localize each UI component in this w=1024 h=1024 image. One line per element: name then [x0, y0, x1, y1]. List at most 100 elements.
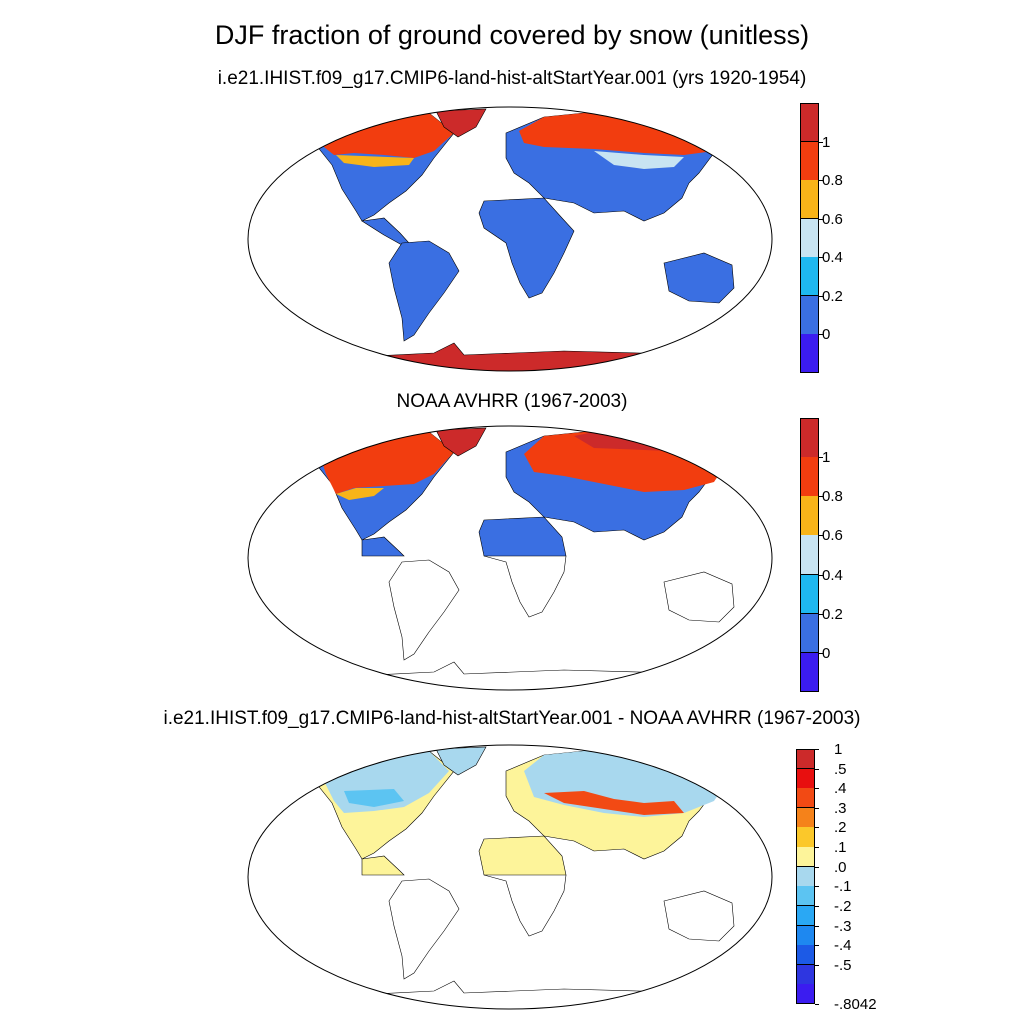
australia-land [663, 252, 735, 304]
colorbar-label: 0 [822, 644, 831, 662]
colorbar-swatch [800, 496, 819, 536]
eurasia-diff-east-positive [714, 761, 732, 791]
colorbar-label: .4 [834, 780, 847, 798]
colorbar-label: .0 [834, 858, 847, 876]
colorbar-label: 0.4 [822, 566, 843, 584]
colorbar-swatch [796, 768, 815, 789]
colorbar-tick [819, 295, 823, 297]
colorbar-swatch [796, 749, 815, 770]
colorbar-label: .2 [834, 819, 847, 837]
colorbar-swatch [796, 905, 815, 927]
colorbar-tick [819, 141, 823, 143]
noaa-snow-fraction-map [247, 425, 773, 691]
colorbar-label: 0.6 [822, 527, 843, 545]
colorbar-swatch [800, 652, 819, 693]
colorbar-tick [815, 788, 819, 790]
africa-land [478, 197, 575, 299]
difference-map [247, 744, 773, 1010]
colorbar-swatch [796, 866, 815, 887]
colorbar-swatch [796, 925, 815, 946]
australia-outline [663, 890, 735, 942]
colorbar-swatch [796, 807, 815, 828]
colorbar-label: 0.8 [822, 488, 843, 506]
colorbar-swatch [796, 788, 815, 809]
colorbar-label: 0.6 [822, 210, 843, 228]
colorbar-label: 0.8 [822, 172, 843, 190]
colorbar-swatch [800, 457, 819, 497]
colorbar-label: -.4 [834, 937, 852, 955]
panel-2-title: NOAA AVHRR (1967-2003) [396, 391, 628, 412]
colorbar-swatch [800, 257, 819, 297]
colorbar-swatch [800, 180, 819, 220]
colorbar-label: 1 [822, 449, 831, 467]
figure-title: DJF fraction of ground covered by snow (… [214, 20, 810, 50]
colorbar-tick [819, 652, 823, 654]
colorbar-swatch [800, 141, 819, 181]
antarctica-land [283, 342, 765, 371]
colorbar-swatch [796, 945, 815, 966]
colorbar-label: -.3 [834, 917, 852, 935]
colorbar-label: 0.2 [822, 287, 843, 305]
central-america-land [361, 855, 405, 876]
colorbar-label: -.8042 [834, 996, 877, 1013]
panel-3-title: i.e21.IHIST.f09_g17.CMIP6-land-hist-altS… [163, 708, 861, 729]
colorbar-tick [815, 886, 819, 888]
eurasia-diff-positive [544, 791, 684, 815]
australia-outline [663, 571, 735, 623]
colorbar-swatch [800, 613, 819, 654]
colorbar-swatch [800, 535, 819, 576]
colorbar-label: -.2 [834, 897, 852, 915]
colorbar-tick [815, 807, 819, 809]
colorbar-swatch [796, 827, 815, 848]
colorbar-tick [819, 334, 823, 336]
colorbar-swatch [800, 218, 819, 258]
greenland-land [435, 746, 487, 776]
colorbar-label: -.5 [834, 956, 852, 974]
colorbar-tick [815, 827, 819, 829]
colorbar-swatch [796, 847, 815, 868]
colorbar-swatch [800, 295, 819, 335]
colorbar-label: 1 [834, 741, 843, 758]
colorbar-tick [815, 768, 819, 770]
colorbar-swatch [800, 574, 819, 615]
south-america-outline [388, 559, 460, 661]
greenland-land [435, 108, 487, 138]
colorbar-label: 1 [822, 133, 831, 151]
colorbar-label: 0.4 [822, 249, 843, 267]
north-america-snow-mid [336, 488, 384, 500]
colorbar-panel-1 [800, 103, 819, 374]
colorbar-tick [815, 905, 819, 907]
africa-outline [483, 874, 567, 937]
colorbar-tick [815, 925, 819, 927]
north-america-snow-high [314, 432, 454, 494]
north-america-snow-mid [336, 155, 414, 167]
colorbar-tick [815, 866, 819, 868]
colorbar-panel-2 [800, 418, 819, 693]
colorbar-tick [819, 613, 823, 615]
panel-1-title: i.e21.IHIST.f09_g17.CMIP6-land-hist-altS… [217, 68, 807, 89]
colorbar-label: 0.2 [822, 605, 843, 623]
colorbar-tick [819, 257, 823, 259]
colorbar-tick [815, 749, 819, 750]
colorbar-swatch [800, 418, 819, 458]
colorbar-tick [819, 535, 823, 537]
colorbar-swatch [800, 103, 819, 143]
colorbar-swatch [796, 984, 815, 1005]
north-america-diff-strong [344, 789, 404, 807]
colorbar-tick [819, 496, 823, 498]
colorbar-label: .3 [834, 799, 847, 817]
colorbar-tick [815, 847, 819, 849]
colorbar-tick [815, 964, 819, 966]
colorbar-tick [819, 574, 823, 576]
greenland-land [435, 427, 487, 457]
africa-outline [483, 555, 567, 618]
colorbar-tick [815, 1004, 819, 1005]
model-snow-fraction-map [247, 106, 773, 372]
south-america-land [388, 240, 460, 342]
colorbar-tick [815, 945, 819, 947]
colorbar-swatch [796, 886, 815, 907]
eurasia-snow-light [594, 151, 684, 169]
colorbar-tick [819, 180, 823, 182]
colorbar-label: -.1 [834, 878, 852, 896]
colorbar-tick [819, 457, 823, 459]
